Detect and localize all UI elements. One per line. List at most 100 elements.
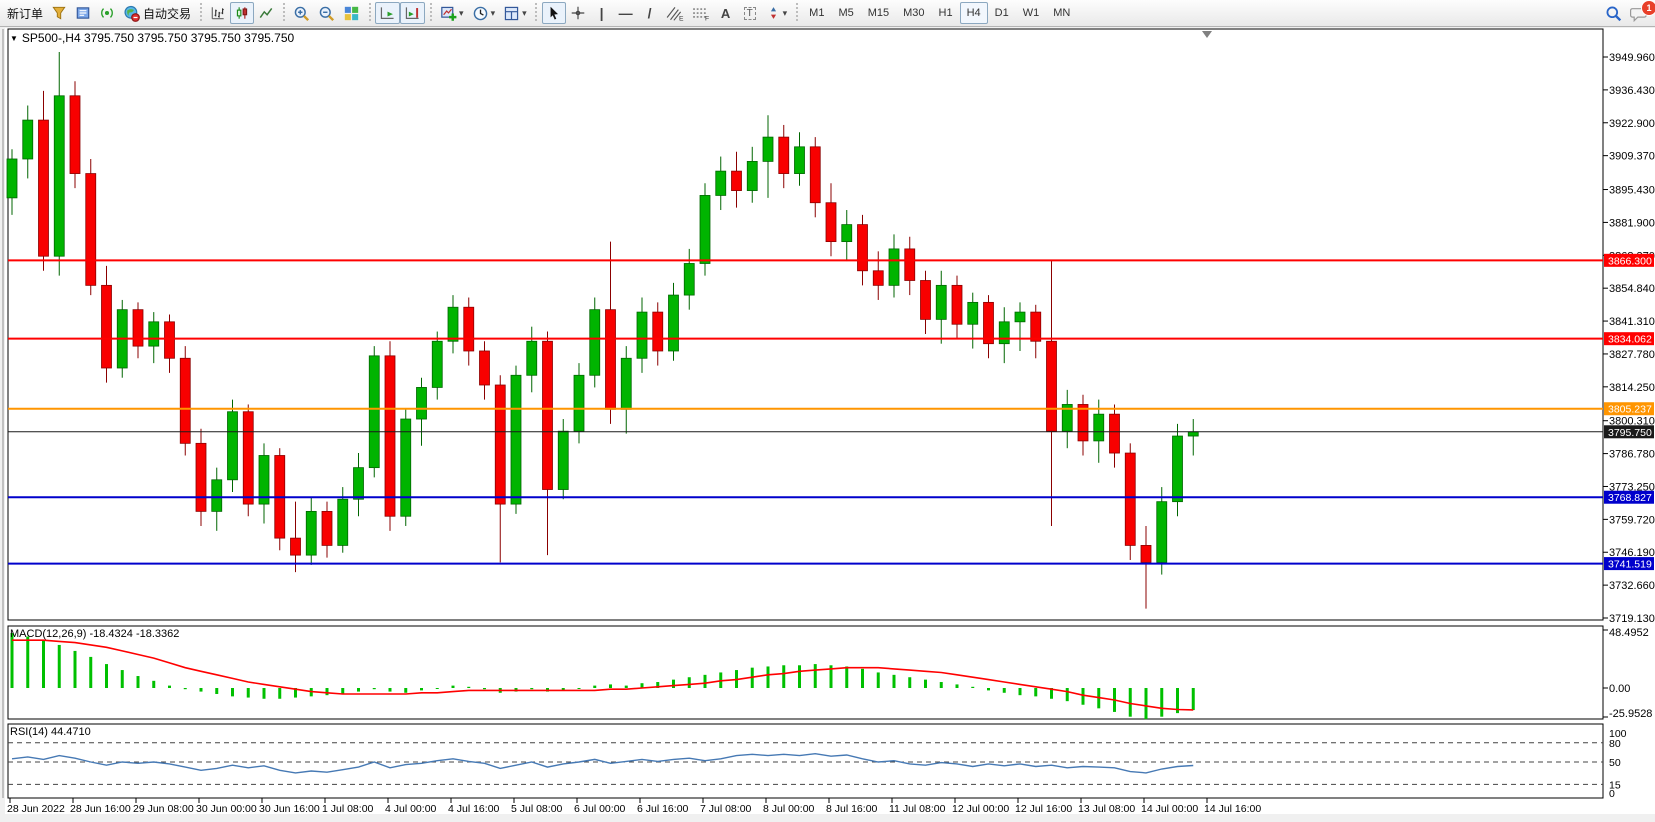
candle-body	[1014, 311, 1026, 323]
main-toolbar: 新订单 自动交易 ▾ ▾	[0, 0, 1655, 27]
funnel-button[interactable]	[47, 2, 71, 24]
time-axis-label: 13 Jul 08:00	[1078, 803, 1135, 815]
timeframe-mn-button[interactable]: MN	[1053, 7, 1071, 19]
search-button[interactable]	[1601, 2, 1626, 24]
trendline-tool-button[interactable]: /	[638, 2, 662, 24]
macd-histogram-bar	[687, 677, 691, 688]
crosshair-tool-button[interactable]	[566, 2, 590, 24]
candle-body	[22, 119, 34, 160]
candle-body	[636, 311, 648, 359]
rsi-axis-label: 50	[1609, 757, 1621, 769]
bar-chart-icon	[211, 7, 224, 20]
macd-histogram-bar	[971, 686, 975, 688]
macd-histogram-bar	[231, 688, 234, 697]
macd-histogram-bar	[168, 685, 171, 688]
svg-text:E: E	[679, 15, 684, 21]
timeframe-h1-button[interactable]: H1	[938, 7, 953, 19]
toolbar-right-group: 1	[1601, 0, 1655, 24]
zoom-in-button[interactable]	[289, 2, 314, 24]
candle-body	[841, 224, 853, 243]
arrows-tool-dropdown[interactable]: ▾	[762, 2, 792, 24]
timeframe-d1-button[interactable]: D1	[994, 7, 1009, 19]
auto-scroll-button[interactable]	[375, 2, 401, 24]
report-button[interactable]	[71, 2, 95, 24]
macd-histogram-bar	[766, 666, 770, 688]
macd-histogram-bar	[215, 688, 219, 694]
price-axis-label: 3759.720	[1609, 514, 1655, 526]
channel-tool-button[interactable]: E	[662, 2, 688, 24]
macd-histogram-bar	[483, 688, 486, 690]
price-axis-label: 3881.900	[1609, 217, 1655, 229]
macd-axis-label: -25.9528	[1609, 708, 1652, 720]
candlestick-mode-button[interactable]	[230, 2, 255, 24]
vertical-line-tool-button[interactable]: |	[590, 2, 614, 24]
new-chart-icon	[441, 6, 457, 21]
text-tool-button[interactable]: A	[714, 2, 738, 24]
cursor-tool-button[interactable]	[541, 2, 566, 24]
price-level-tag	[1604, 332, 1654, 346]
text-label-icon: T	[743, 6, 756, 20]
horizontal-line-tool-button[interactable]: —	[614, 2, 638, 24]
rsi-axis-label: 0	[1609, 788, 1615, 800]
candle-body	[683, 263, 695, 296]
macd-histogram-bar	[624, 685, 628, 688]
time-axis-label: 14 Jul 00:00	[1141, 803, 1198, 815]
templates-dropdown[interactable]: ▾	[499, 2, 531, 24]
new-chart-dropdown[interactable]: ▾	[436, 2, 468, 24]
timeframe-w1-button[interactable]: W1	[1022, 7, 1040, 19]
macd-histogram-bar	[530, 688, 534, 690]
candle-body	[746, 161, 758, 191]
candle-body	[951, 284, 963, 325]
chart-shift-marker[interactable]	[1202, 31, 1212, 38]
candle-body	[1061, 404, 1073, 432]
macd-histogram-bar	[325, 688, 329, 696]
timeframe-m5-button[interactable]: M5	[838, 7, 854, 19]
macd-histogram-bar	[262, 688, 266, 699]
macd-histogram-bar	[892, 674, 896, 688]
candle-body	[794, 146, 805, 174]
chart-title-text: SP500-,H4 3795.750 3795.750 3795.750 379…	[21, 31, 295, 45]
bar-chart-mode-button[interactable]	[206, 2, 230, 24]
candle-body	[416, 387, 427, 420]
line-chart-mode-button[interactable]	[254, 2, 278, 24]
candle-body	[920, 280, 931, 320]
timeframe-m15-button[interactable]: M15	[867, 7, 890, 19]
candle-body	[479, 350, 490, 386]
price-axis-label: 3786.780	[1609, 449, 1655, 461]
macd-histogram-bar	[1050, 688, 1053, 699]
price-axis-label: 3949.960	[1609, 52, 1655, 64]
signal-button[interactable]	[95, 2, 119, 24]
template-icon	[504, 6, 519, 20]
equidistant-channel-icon: E	[666, 7, 684, 21]
new-order-button[interactable]: 新订单	[3, 2, 47, 24]
symbol-dropdown-icon[interactable]: ▼	[10, 34, 18, 43]
macd-histogram-bar	[561, 688, 565, 691]
text-label-tool-button[interactable]: T	[738, 2, 762, 24]
notifications-button[interactable]: 1	[1626, 0, 1655, 24]
candle-body	[258, 455, 270, 505]
timeframe-h4-button[interactable]: H4	[959, 2, 988, 24]
periods-dropdown[interactable]: ▾	[468, 2, 500, 24]
timeframe-m1-button[interactable]: M1	[809, 7, 825, 19]
time-axis-label: 29 Jun 08:00	[133, 803, 194, 815]
zoom-out-button[interactable]	[314, 2, 339, 24]
tile-windows-button[interactable]	[339, 2, 364, 24]
dropdown-caret-icon: ▾	[782, 7, 788, 18]
macd-histogram-bar	[813, 664, 817, 688]
fibonacci-tool-button[interactable]: F	[688, 2, 714, 24]
toolbar-separator	[794, 3, 800, 23]
search-icon	[1606, 6, 1622, 21]
candle-body	[1124, 452, 1136, 546]
timeframe-m30-button[interactable]: M30	[903, 7, 925, 19]
macd-histogram-bar	[89, 656, 93, 688]
candle-body	[69, 95, 81, 174]
macd-histogram-bar	[120, 670, 124, 688]
time-axis-label: 28 Jun 2022	[7, 803, 65, 815]
chart-shift-button[interactable]	[400, 2, 426, 24]
auto-trading-button[interactable]: 自动交易	[119, 2, 195, 24]
price-axis-label: 3909.370	[1609, 151, 1655, 163]
macd-histogram-bar	[1002, 688, 1006, 693]
candle-body	[731, 170, 742, 191]
